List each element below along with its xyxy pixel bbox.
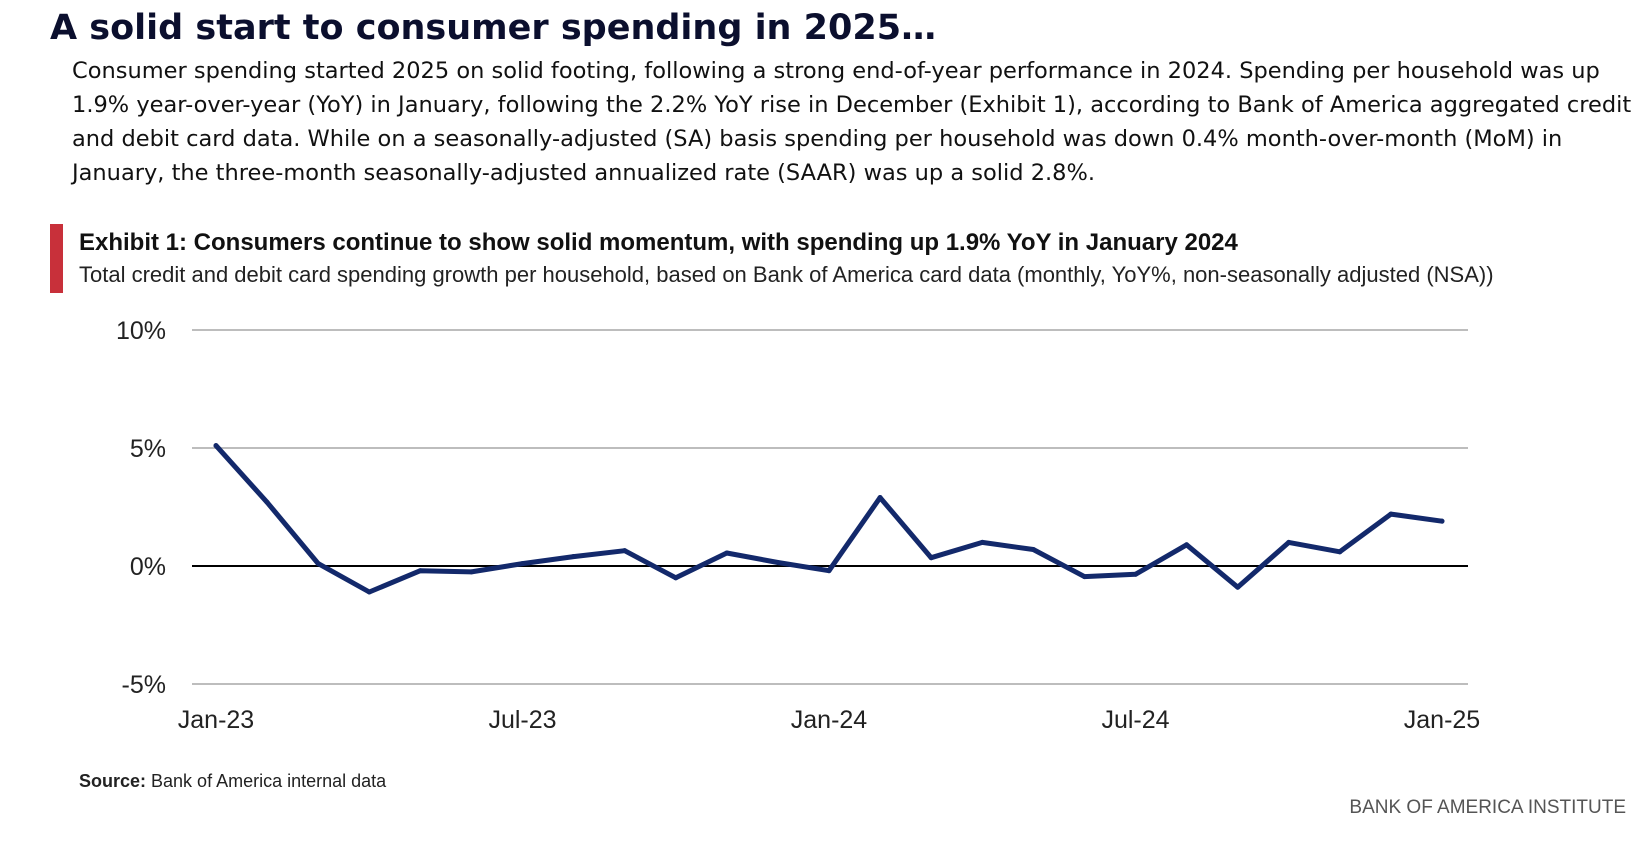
chart-title: Exhibit 1: Consumers continue to show so…	[79, 229, 1238, 256]
x-axis-tick-labels: Jan-23 Jul-23 Jan-24 Jul-24 Jan-25	[178, 706, 1480, 734]
page-headline: A solid start to consumer spending in 20…	[50, 8, 937, 48]
data-point	[417, 568, 423, 574]
data-point	[877, 495, 883, 501]
data-point	[264, 499, 270, 505]
data-point	[1439, 518, 1445, 524]
data-point	[1235, 584, 1241, 590]
source-label: Source:	[79, 771, 147, 791]
data-point	[1081, 574, 1087, 580]
exhibit-accent-bar	[50, 224, 63, 293]
data-point	[571, 554, 577, 560]
y-tick-label: 5%	[130, 435, 166, 463]
x-tick-label: Jul-23	[488, 706, 556, 734]
y-axis-tick-labels: 10% 5% 0% -5%	[116, 317, 166, 699]
x-tick-label: Jul-24	[1101, 706, 1169, 734]
data-point	[1133, 571, 1138, 577]
data-point	[673, 575, 679, 581]
x-tick-label: Jan-25	[1404, 706, 1480, 734]
data-point	[366, 589, 372, 595]
gridlines	[192, 329, 1468, 685]
data-point	[1184, 542, 1190, 548]
chart-subtitle: Total credit and debit card spending gro…	[79, 262, 1494, 287]
y-tick-label: 10%	[116, 317, 166, 345]
data-point	[1337, 549, 1343, 555]
data-point	[1030, 546, 1036, 552]
x-tick-label: Jan-23	[178, 706, 254, 734]
data-point	[622, 548, 628, 554]
data-point	[315, 561, 321, 567]
source-note: Source: Bank of America internal data	[79, 771, 386, 792]
series-layer	[213, 443, 1445, 595]
y-tick-label: 0%	[130, 553, 166, 581]
data-point	[1388, 511, 1394, 517]
intro-paragraph: Consumer spending started 2025 on solid …	[72, 58, 1632, 186]
data-point	[928, 555, 934, 561]
data-point	[1286, 539, 1292, 545]
brand-footer: BANK OF AMERICA INSTITUTE	[1349, 797, 1626, 818]
data-point	[724, 550, 730, 556]
data-point	[826, 568, 832, 574]
y-tick-label: -5%	[122, 671, 166, 699]
data-point	[468, 569, 474, 575]
data-point	[213, 443, 219, 449]
x-tick-label: Jan-24	[791, 706, 868, 734]
data-point	[979, 539, 985, 545]
data-point	[775, 559, 781, 565]
data-point	[520, 561, 525, 567]
source-text: Bank of America internal data	[146, 771, 387, 791]
